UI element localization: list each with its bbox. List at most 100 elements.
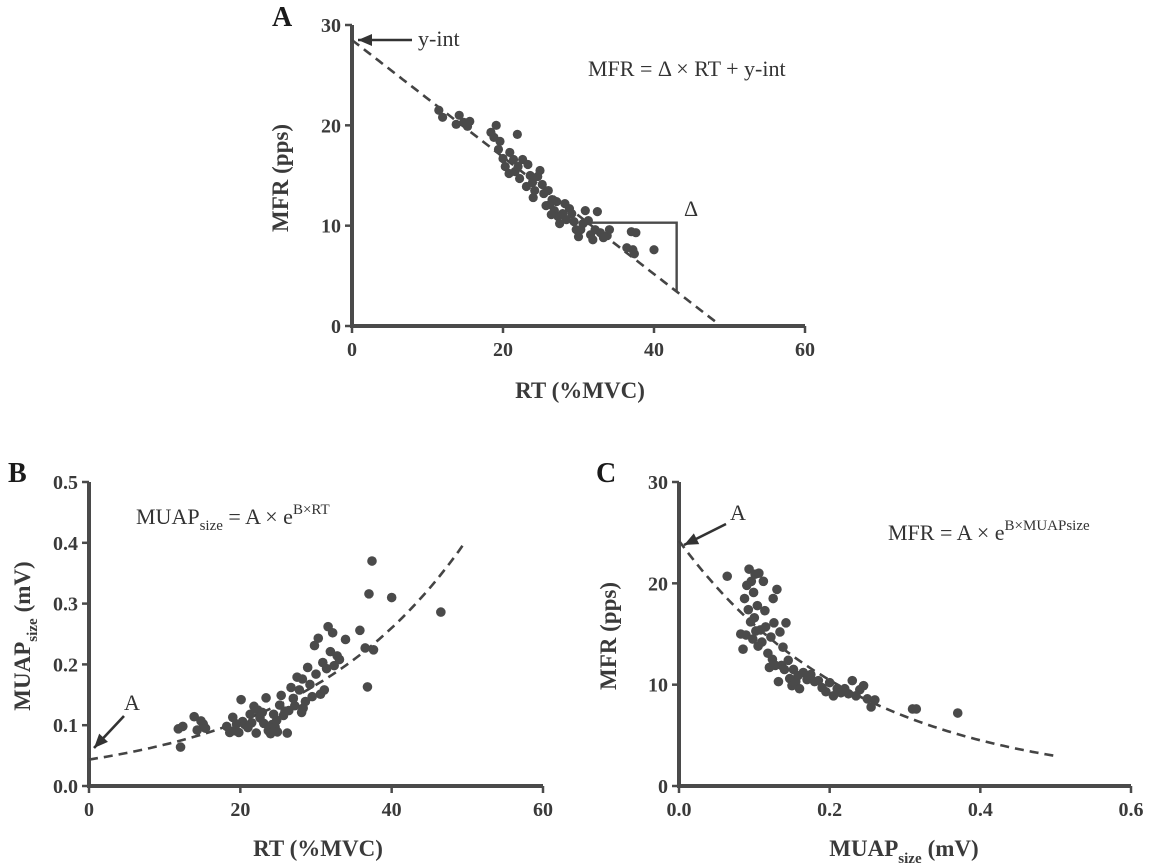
data-point bbox=[911, 704, 922, 714]
data-point bbox=[525, 170, 535, 181]
data-point bbox=[772, 584, 782, 595]
data-point bbox=[286, 682, 296, 693]
panel-b-a-arrow bbox=[93, 715, 125, 749]
panel-c-a-label: A bbox=[730, 500, 746, 525]
panel-c-xlabel-unit: (mV) bbox=[928, 836, 979, 861]
y-tick-label: 0.5 bbox=[53, 472, 78, 494]
data-point bbox=[436, 607, 446, 617]
data-point bbox=[952, 708, 963, 718]
panel-c-letter: C bbox=[596, 458, 616, 489]
data-point bbox=[813, 675, 824, 686]
panel-c-fit-line bbox=[677, 540, 1056, 758]
data-point bbox=[806, 669, 816, 680]
panel-b: B RT (%MVC) MUAPsize(mV) MUAPsize = A × … bbox=[8, 458, 383, 861]
data-point bbox=[760, 622, 771, 632]
data-point bbox=[535, 165, 545, 176]
y-tick-label: 30 bbox=[648, 472, 668, 494]
data-point bbox=[824, 677, 835, 688]
panel-b-plot: 0 20 40 60 0.0 0.1 0.2 0.3 0.4 0.5 bbox=[53, 472, 553, 821]
panel-a-yint-arrow-head bbox=[358, 34, 372, 46]
panel-b-a-arrow-head bbox=[94, 733, 108, 748]
panel-b-eq-rest: = A × e bbox=[223, 504, 293, 529]
data-point bbox=[631, 228, 641, 238]
data-point bbox=[355, 625, 365, 636]
data-point bbox=[649, 245, 659, 255]
data-point bbox=[722, 571, 733, 582]
data-point bbox=[567, 209, 577, 219]
data-point bbox=[288, 693, 299, 704]
data-point bbox=[773, 676, 784, 687]
x-tick-label: 0.4 bbox=[968, 799, 993, 821]
y-tick-label: 10 bbox=[648, 675, 668, 697]
y-tick-label: 0.1 bbox=[53, 715, 78, 737]
data-point bbox=[768, 593, 778, 604]
y-tick-label: 0.2 bbox=[53, 654, 78, 676]
panel-c-eq-rest: MFR = A × e bbox=[888, 520, 1005, 545]
x-tick-label: 0.2 bbox=[817, 799, 842, 821]
y-tick-label: 0 bbox=[331, 316, 341, 338]
data-point bbox=[527, 177, 538, 188]
data-point bbox=[367, 556, 377, 566]
data-point bbox=[505, 147, 515, 158]
y-tick-label: 0.3 bbox=[53, 594, 78, 616]
data-point bbox=[307, 691, 318, 702]
data-point bbox=[200, 723, 211, 734]
data-point bbox=[451, 119, 461, 129]
data-point bbox=[781, 618, 791, 628]
data-point bbox=[493, 144, 504, 155]
data-point bbox=[858, 680, 869, 691]
data-point bbox=[515, 173, 525, 184]
panel-b-ylabel-sub: size bbox=[25, 618, 41, 642]
data-point bbox=[319, 685, 330, 695]
data-point bbox=[434, 105, 444, 115]
panel-c-ylabel: MFR (pps) bbox=[596, 582, 621, 690]
x-tick-label: 40 bbox=[644, 339, 664, 361]
panel-c-xlabel-sub: size bbox=[898, 851, 922, 867]
data-point bbox=[512, 129, 522, 139]
data-point bbox=[748, 634, 758, 644]
data-point bbox=[754, 568, 764, 578]
data-point bbox=[766, 632, 776, 642]
data-point bbox=[500, 161, 510, 172]
data-point bbox=[778, 642, 788, 652]
panel-a-yint-arrow bbox=[358, 34, 412, 46]
x-tick-label: 20 bbox=[230, 799, 250, 821]
data-point bbox=[236, 694, 246, 705]
data-point bbox=[305, 679, 315, 690]
data-point bbox=[866, 702, 876, 712]
data-point bbox=[251, 728, 262, 738]
data-point bbox=[234, 727, 244, 738]
panel-b-equation: MUAPsize = A × eB×RT bbox=[136, 502, 330, 534]
panel-a-yint-label: y-int bbox=[418, 26, 460, 51]
data-point bbox=[546, 210, 556, 220]
data-point bbox=[847, 675, 858, 686]
data-point bbox=[321, 663, 332, 674]
data-point bbox=[504, 168, 514, 179]
data-point bbox=[753, 641, 763, 651]
data-point bbox=[261, 693, 271, 703]
data-point bbox=[592, 207, 602, 217]
data-point bbox=[758, 576, 769, 587]
data-point bbox=[368, 645, 379, 655]
panel-c-xlabel: MUAPsize (mV) bbox=[829, 836, 978, 867]
data-point bbox=[746, 576, 757, 587]
panel-c: C MUAPsize (mV) MFR (pps) MFR = A × eB×MU… bbox=[596, 458, 1090, 867]
data-point bbox=[334, 654, 345, 665]
data-point bbox=[245, 709, 255, 720]
data-point bbox=[454, 110, 464, 120]
panel-a-xlabel: RT (%MVC) bbox=[515, 378, 645, 403]
x-tick-label: 20 bbox=[493, 339, 513, 361]
data-point bbox=[294, 685, 305, 695]
panel-c-a-arrow bbox=[683, 522, 727, 547]
x-tick-label: 40 bbox=[382, 799, 402, 821]
data-point bbox=[513, 161, 523, 172]
data-point bbox=[498, 153, 508, 164]
panel-b-ylabel-main: MUAP bbox=[10, 642, 35, 711]
data-point bbox=[360, 643, 370, 653]
data-point bbox=[760, 605, 770, 616]
data-point bbox=[870, 695, 880, 705]
data-point bbox=[438, 112, 448, 122]
panel-a-letter: A bbox=[272, 2, 293, 33]
data-point bbox=[528, 192, 538, 203]
